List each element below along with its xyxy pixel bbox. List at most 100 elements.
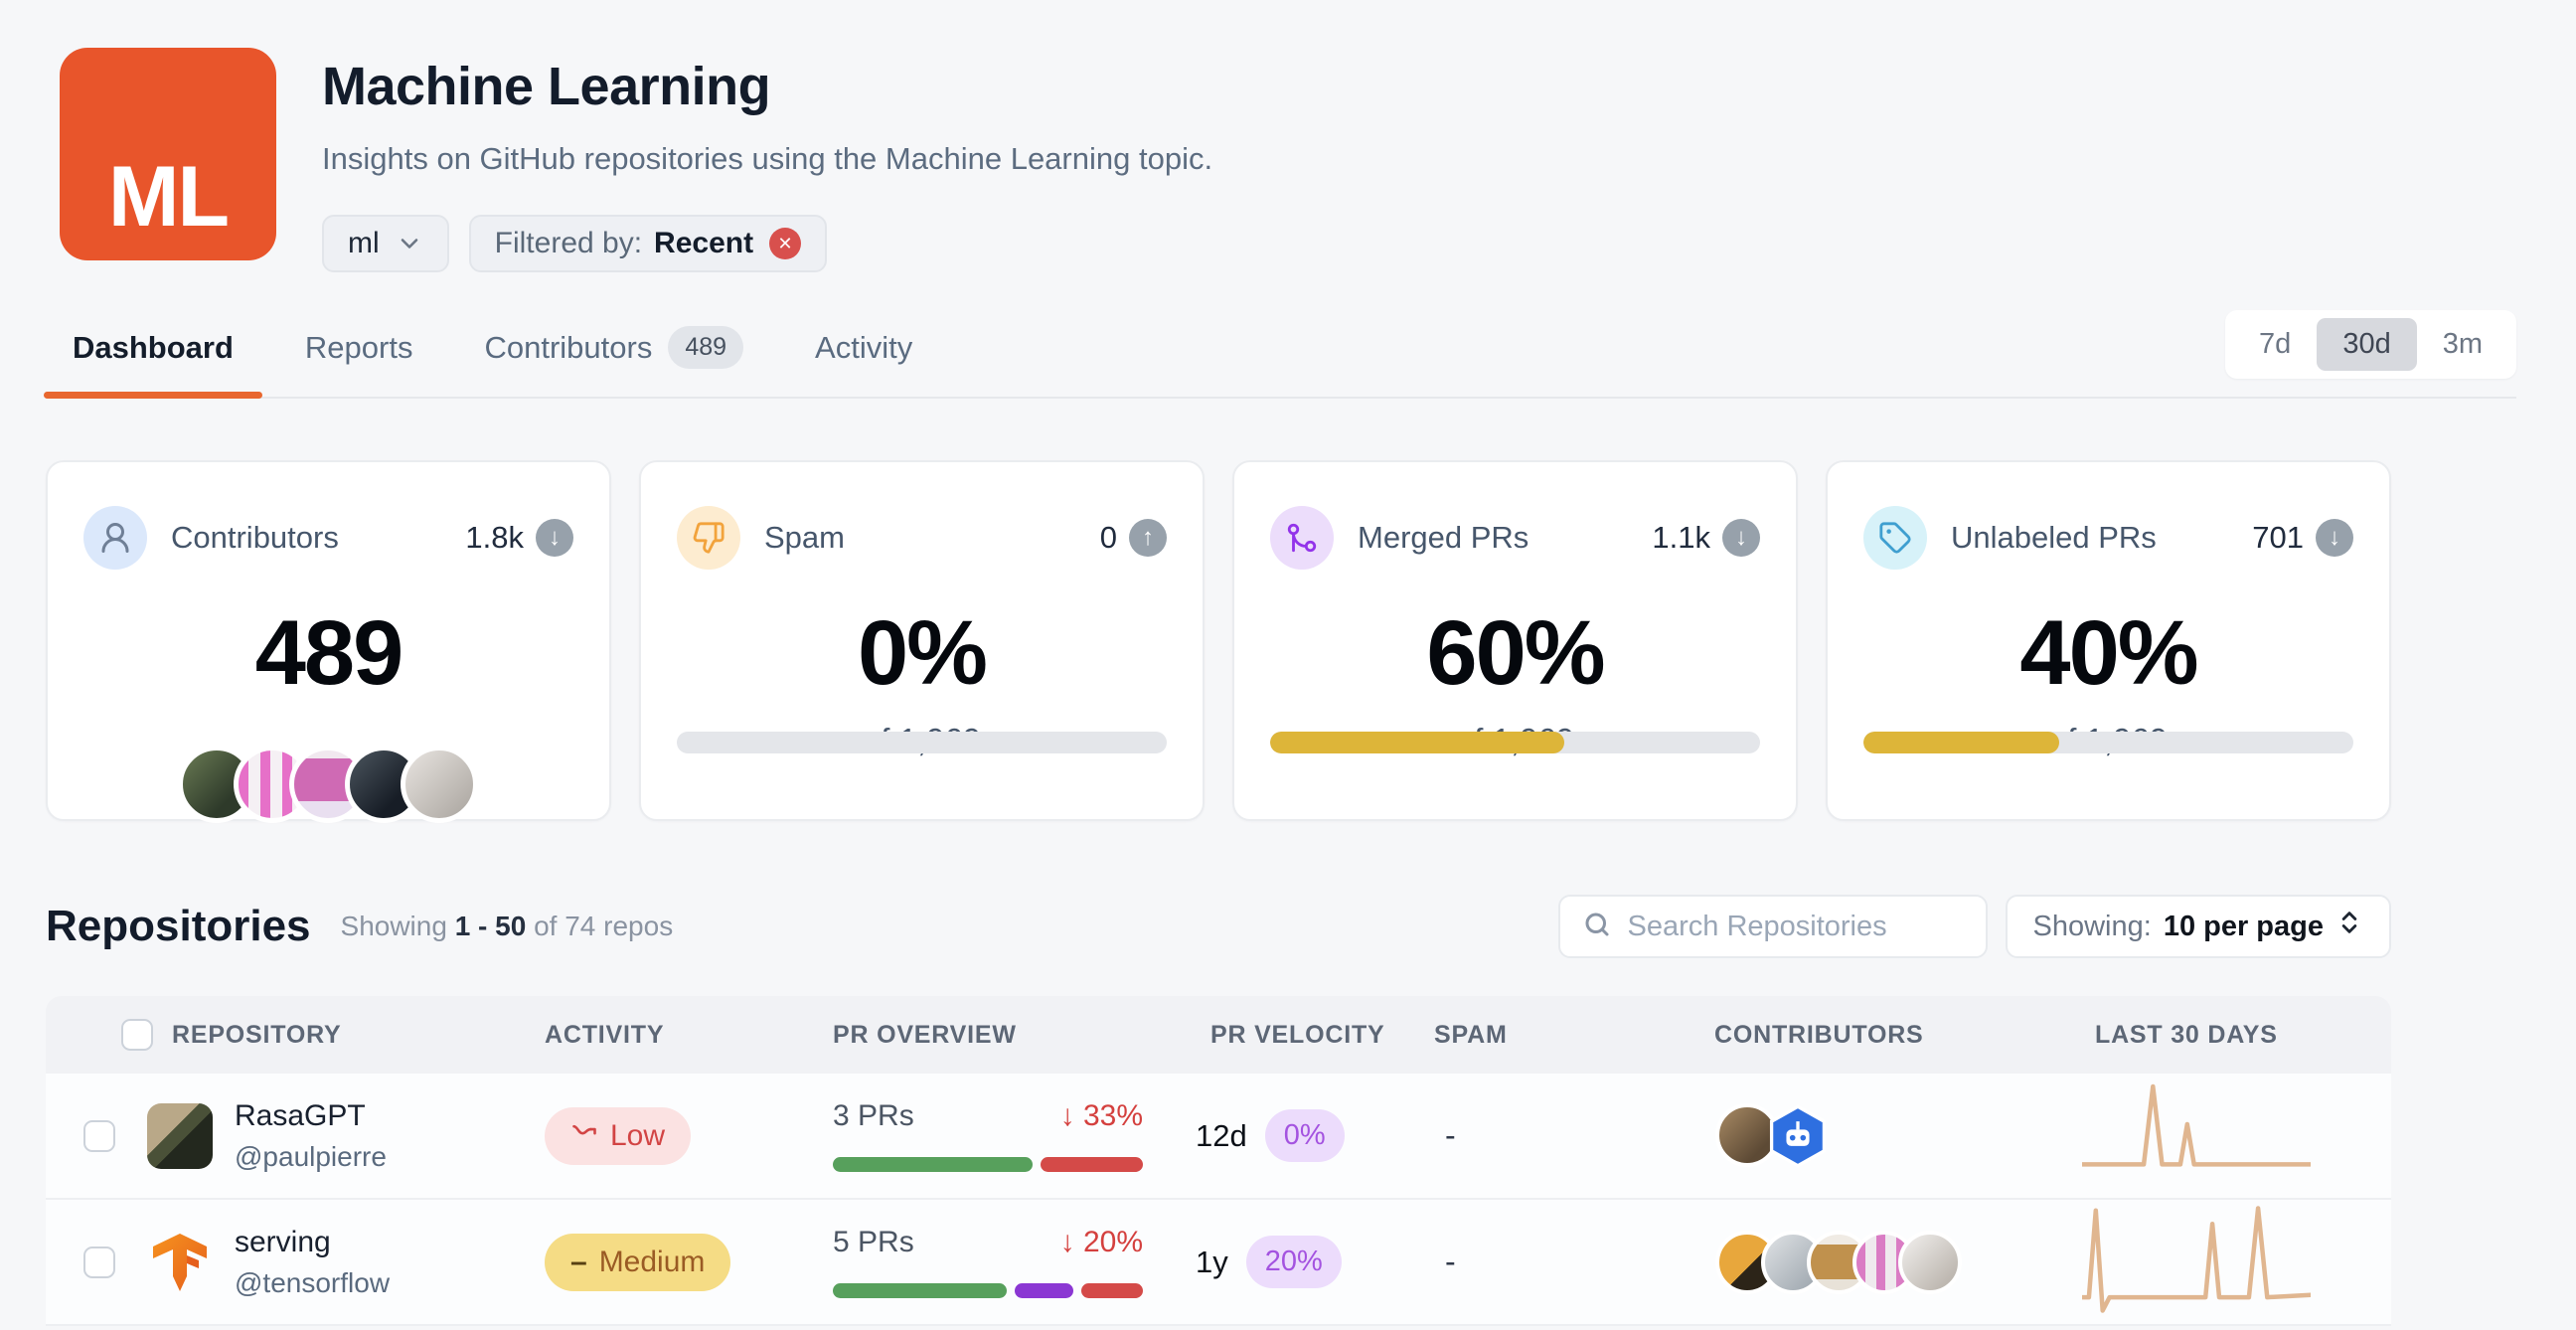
pr-overview: 5 PRs ↓ 20%	[833, 1226, 1143, 1298]
topic-dropdown-value: ml	[348, 227, 380, 259]
repositories-header: Repositories Showing 1 - 50 of 74 repos …	[46, 895, 2391, 958]
card-spam: Spam 0 ↑ 0% of 1,969	[639, 460, 1205, 821]
filter-chip-value: Recent	[654, 227, 754, 259]
column-pr-overview: PR OVERVIEW	[833, 1020, 1017, 1049]
topic-logo: ML	[60, 48, 276, 260]
chevron-down-icon	[396, 230, 423, 257]
repo-name[interactable]: serving	[235, 1225, 331, 1258]
repo-name[interactable]: RasaGPT	[235, 1098, 366, 1132]
pr-change-pct: 33%	[1082, 1099, 1143, 1132]
search-box	[1557, 895, 1988, 958]
progress-bar	[1270, 732, 1760, 753]
contributor-avatars-strip	[83, 746, 573, 823]
progress-bar	[1863, 732, 2353, 753]
arrow-down-icon: ↓	[1059, 1226, 1075, 1258]
chevrons-up-down-icon	[2335, 909, 2363, 944]
topic-logo-text: ML	[107, 149, 230, 245]
activity-badge-low: Low	[545, 1106, 692, 1165]
pr-count: 3 PRs	[833, 1099, 914, 1132]
row-checkbox[interactable]	[83, 1119, 115, 1152]
avatar	[400, 746, 478, 823]
topic-dropdown[interactable]: ml	[322, 215, 449, 272]
velocity-pill: 20%	[1245, 1236, 1342, 1288]
pr-overview: 3 PRs ↓ 33%	[833, 1099, 1143, 1172]
filter-chip-label: Filtered by:	[494, 227, 643, 259]
activity-sparkline	[2079, 1083, 2314, 1167]
showing-range: 1 - 50	[454, 911, 527, 941]
tab-reports[interactable]: Reports	[304, 329, 413, 365]
row-contributors	[1688, 1230, 2068, 1294]
per-page-value: 10 per page	[2163, 910, 2324, 942]
column-contributors: CONTRIBUTORS	[1714, 1020, 1924, 1049]
bot-avatar	[1765, 1103, 1831, 1169]
card-value: 0%	[858, 602, 988, 704]
card-value: 489	[254, 602, 404, 704]
spam-value: -	[1445, 1117, 1456, 1153]
column-repository: REPOSITORY	[172, 1020, 342, 1049]
time-range-7d[interactable]: 7d	[2233, 318, 2317, 371]
page-header: ML Machine Learning Insights on GitHub r…	[0, 0, 2576, 272]
pr-change-pct: 20%	[1082, 1226, 1143, 1258]
repositories-showing: Showing 1 - 50 of 74 repos	[340, 911, 674, 941]
repo-owner: @tensorflow	[235, 1266, 391, 1298]
time-range-3m[interactable]: 3m	[2417, 318, 2508, 371]
card-label: Spam	[764, 520, 845, 555]
time-range-selector: 7d 30d 3m	[2225, 310, 2516, 379]
card-merged-prs: Merged PRs 1.1k ↓ 60% of 1,969	[1232, 460, 1798, 821]
card-value: 60%	[1426, 602, 1605, 704]
tag-icon	[1863, 506, 1927, 570]
card-value: 40%	[2019, 602, 2198, 704]
git-merge-icon	[1270, 506, 1334, 570]
card-label: Contributors	[171, 520, 339, 555]
filter-chip: Filtered by: Recent ✕	[468, 215, 828, 272]
time-range-30d[interactable]: 30d	[2317, 318, 2417, 371]
tabs-bar: Dashboard Reports Contributors 489 Activ…	[44, 308, 2516, 399]
column-activity: ACTIVITY	[545, 1020, 665, 1049]
repositories-table: REPOSITORY ACTIVITY PR OVERVIEW PR VELOC…	[46, 996, 2391, 1326]
card-label: Unlabeled PRs	[1951, 520, 2157, 555]
arrow-down-circle-icon: ↓	[1722, 519, 1760, 557]
trending-down-icon	[570, 1118, 598, 1154]
pr-segment-bar	[833, 1283, 1143, 1298]
search-input[interactable]	[1627, 910, 1964, 943]
arrow-down-icon: ↓	[1059, 1099, 1075, 1132]
arrow-up-circle-icon: ↑	[1129, 519, 1167, 557]
close-icon[interactable]: ✕	[769, 228, 802, 259]
tab-contributors[interactable]: Contributors 489	[484, 308, 744, 397]
card-total: 1.1k	[1652, 520, 1710, 555]
card-total: 1.8k	[465, 520, 524, 555]
thumbs-down-icon	[677, 506, 740, 570]
card-contributors: Contributors 1.8k ↓ 489	[46, 460, 611, 823]
contributors-count-badge: 489	[668, 326, 744, 369]
pr-count: 5 PRs	[833, 1226, 914, 1258]
repo-avatar	[147, 1102, 213, 1169]
arrow-down-circle-icon: ↓	[536, 519, 573, 557]
spam-value: -	[1445, 1244, 1456, 1279]
row-checkbox[interactable]	[83, 1246, 115, 1278]
minus-icon: –	[570, 1245, 587, 1278]
select-all-checkbox[interactable]	[121, 1019, 153, 1051]
velocity-time: 1y	[1196, 1244, 1228, 1279]
column-last-30-days: LAST 30 DAYS	[2095, 1020, 2278, 1049]
arrow-down-circle-icon: ↓	[2316, 519, 2353, 557]
activity-badge-medium: – Medium	[545, 1233, 731, 1291]
progress-bar	[677, 732, 1167, 753]
search-icon	[1582, 910, 1612, 944]
page-subtitle: Insights on GitHub repositories using th…	[322, 141, 1213, 176]
page-title: Machine Learning	[322, 57, 771, 116]
repo-avatar-tensorflow	[147, 1230, 213, 1295]
card-total: 0	[1099, 520, 1117, 555]
table-row[interactable]: RasaGPT @paulpierre Low 3 PRs ↓ 33%	[46, 1074, 2391, 1200]
per-page-select[interactable]: Showing: 10 per page	[2005, 895, 2391, 958]
card-total: 701	[2252, 520, 2304, 555]
tab-activity[interactable]: Activity	[815, 329, 913, 365]
tab-dashboard[interactable]: Dashboard	[44, 308, 262, 399]
table-row[interactable]: serving @tensorflow – Medium 5 PRs ↓ 20%	[46, 1200, 2391, 1326]
person-icon	[83, 506, 147, 570]
repo-owner: @paulpierre	[235, 1140, 387, 1172]
column-spam: SPAM	[1434, 1020, 1508, 1049]
stat-cards: Contributors 1.8k ↓ 489 Spam	[46, 460, 2391, 823]
per-page-label: Showing:	[2032, 910, 2152, 942]
velocity-pill: 0%	[1264, 1109, 1345, 1162]
